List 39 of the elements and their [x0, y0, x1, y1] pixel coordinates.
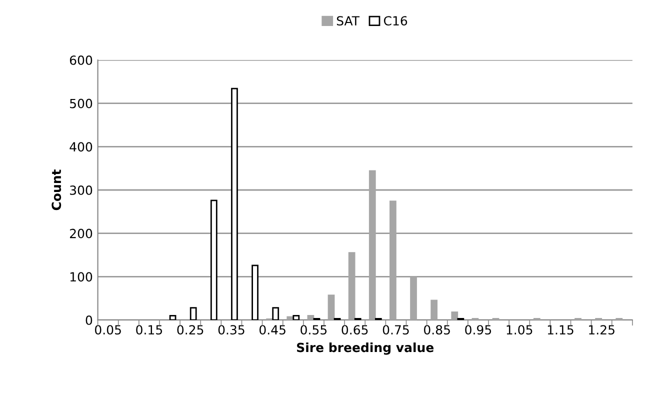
bar — [430, 300, 438, 320]
y-tick-label: 200 — [70, 228, 92, 238]
x-tick-label: 0.55 — [300, 325, 327, 335]
y-tick-label: 100 — [70, 272, 92, 282]
x-tick-label: 0.05 — [94, 325, 121, 335]
legend-label: C16 — [384, 16, 408, 26]
x-tick-label: 0.95 — [465, 325, 492, 335]
x-tick-label: 0.45 — [259, 325, 286, 335]
bar — [307, 314, 314, 320]
x-tick-label: 0.65 — [342, 325, 368, 335]
x-tick-label: 0.35 — [218, 325, 244, 335]
bar — [368, 170, 376, 320]
bar — [231, 88, 238, 320]
bar — [292, 314, 300, 320]
bar — [252, 264, 258, 320]
y-tick-label: 300 — [70, 185, 92, 195]
bar — [210, 200, 218, 320]
y-axis-title: Count — [52, 170, 62, 210]
bar — [410, 276, 417, 320]
x-tick-label: 0.75 — [382, 325, 409, 335]
x-tick-label: 1.05 — [506, 325, 532, 335]
x-tick-label: 1.25 — [589, 325, 614, 335]
x-tick-label: 0.25 — [177, 325, 204, 335]
x-axis-title: Sire breeding value — [297, 342, 434, 355]
bar — [390, 200, 396, 320]
y-tick-label: 400 — [70, 142, 92, 152]
x-tick-label: 0.15 — [136, 325, 162, 335]
bar — [190, 307, 197, 320]
y-tick-label: 600 — [70, 55, 92, 65]
bar — [451, 312, 458, 320]
legend-label: SAT — [336, 16, 360, 26]
bar — [169, 314, 176, 320]
y-tick-label: 500 — [70, 98, 92, 108]
x-tick-label: 0.85 — [424, 325, 450, 335]
x-tick-label: 1.15 — [548, 325, 574, 335]
bar — [348, 252, 356, 320]
bar — [328, 294, 335, 320]
bar — [272, 307, 280, 320]
y-tick-label: 0 — [86, 315, 92, 325]
